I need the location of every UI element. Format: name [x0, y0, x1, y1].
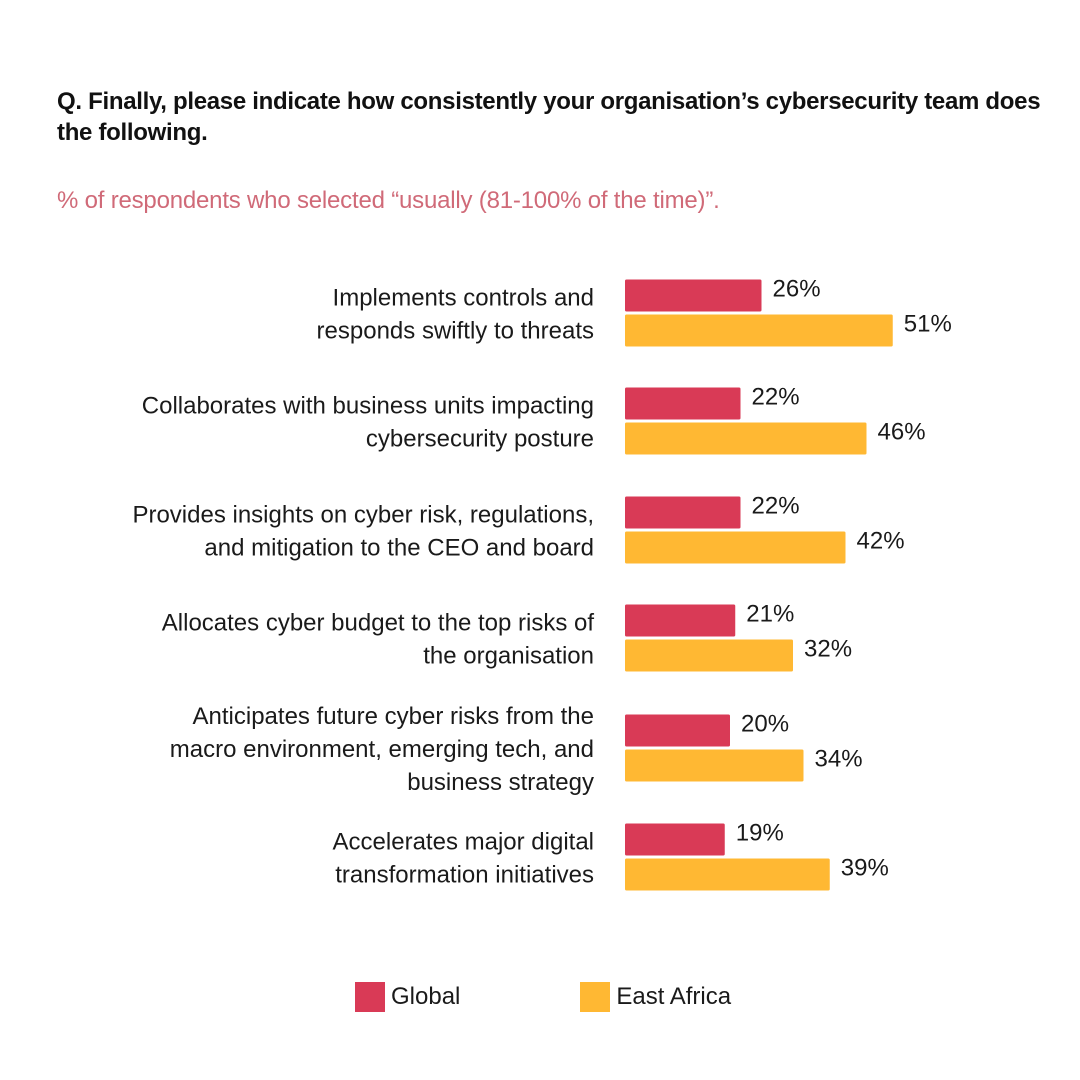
bar-global-5: [625, 823, 725, 856]
bar-east-africa-1: [625, 422, 867, 455]
legend-swatch-global: [355, 982, 385, 1012]
legend-item-global: Global: [355, 982, 460, 1012]
bar-east-africa-5: [625, 858, 830, 891]
value-label-east-africa-2: 42%: [857, 528, 905, 555]
bar-east-africa-4: [625, 749, 804, 782]
category-label-0: Implements controls and responds swiftly …: [317, 285, 594, 345]
value-label-global-5: 19%: [736, 820, 784, 847]
legend-swatch-east-africa: [580, 982, 611, 1012]
category-label-4: Anticipates future cyber risks from the m…: [170, 703, 594, 796]
value-label-global-4: 20%: [741, 711, 789, 738]
value-label-global-1: 22%: [752, 384, 800, 411]
bar-east-africa-0: [625, 314, 893, 347]
value-label-east-africa-5: 39%: [841, 855, 889, 882]
category-label-5: Accelerates major digital transformation …: [333, 829, 594, 889]
bar-east-africa-2: [625, 531, 846, 564]
value-label-global-3: 21%: [746, 601, 794, 628]
category-label-2: Provides insights on cyber risk, regulat…: [132, 502, 594, 562]
chart-subtitle: % of respondents who selected “usually (…: [57, 187, 720, 214]
legend: Global East Africa: [355, 982, 731, 1012]
value-label-global-2: 22%: [752, 493, 800, 520]
bar-global-1: [625, 387, 741, 420]
legend-label-east-africa: East Africa: [616, 983, 732, 1010]
legend-label-global: Global: [391, 983, 461, 1010]
legend-item-east-africa: East Africa: [580, 982, 731, 1012]
value-label-east-africa-1: 46%: [878, 419, 926, 446]
value-label-east-africa-0: 51%: [904, 311, 952, 338]
value-label-east-africa-3: 32%: [804, 636, 852, 663]
value-label-global-0: 26%: [773, 276, 821, 303]
bar-global-4: [625, 714, 730, 747]
bar-global-2: [625, 496, 741, 529]
value-label-east-africa-4: 34%: [815, 746, 863, 773]
category-label-3: Allocates cyber budget to the top risks …: [162, 610, 595, 670]
bar-east-africa-3: [625, 639, 793, 672]
bar-global-0: [625, 279, 762, 312]
category-label-1: Collaborates with business units impacti…: [142, 393, 594, 453]
question-text: Q. Finally, please indicate how consiste…: [57, 88, 1041, 146]
bar-global-3: [625, 604, 736, 637]
